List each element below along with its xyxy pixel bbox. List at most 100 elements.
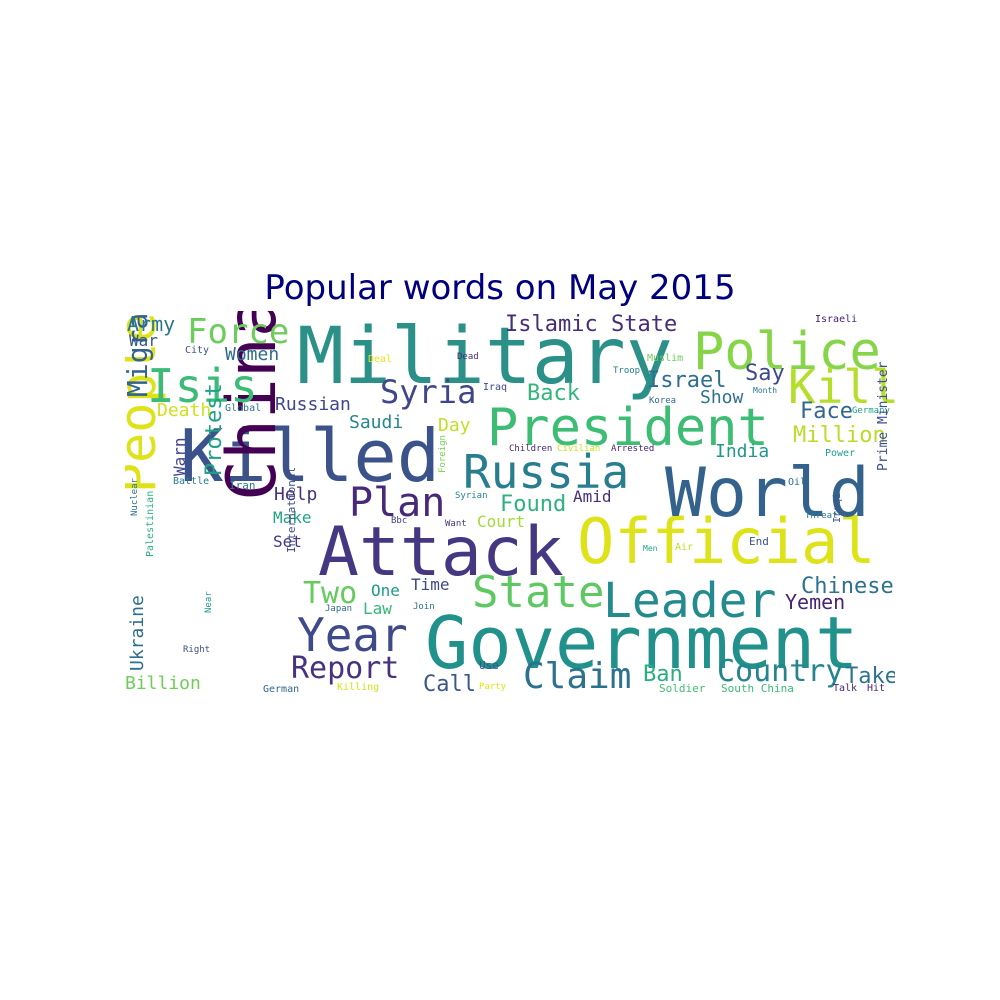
word-face: Face <box>800 399 853 424</box>
word-killed: Killed <box>180 414 440 498</box>
word-near: Near <box>204 591 214 613</box>
word-claim: Claim <box>523 656 631 696</box>
word-german: German <box>263 684 299 695</box>
word-back: Back <box>527 381 580 406</box>
word-government: Government <box>425 601 858 685</box>
word-israeli: Israeli <box>815 314 857 325</box>
word-nuclear: Nuclear <box>130 477 140 516</box>
word-found: Found <box>500 492 566 517</box>
word-party: Party <box>479 682 507 692</box>
word-plan: Plan <box>349 480 445 526</box>
word-prime-minister: Prime Minister <box>876 361 891 471</box>
word-country: Country <box>717 654 843 689</box>
word-deal: Deal <box>368 354 392 365</box>
word-police: Police <box>693 322 881 382</box>
word-talk: Talk <box>833 683 857 694</box>
word-islamic-state: Islamic State <box>505 312 677 337</box>
word-take: Take <box>845 664 895 689</box>
word-india: India <box>715 441 769 462</box>
word-cloud: Military Killed Government Attack Official Wo… <box>125 311 895 696</box>
word-dead: Dead <box>457 352 479 362</box>
word-syrian: Syrian <box>455 491 488 501</box>
word-ban: Ban <box>643 662 683 687</box>
word-threat: Threat <box>805 511 838 521</box>
word-court: Court <box>477 512 525 531</box>
word-yemen: Yemen <box>785 590 845 614</box>
word-children: Children <box>509 444 552 454</box>
word-power: Power <box>825 448 855 459</box>
word-make: Make <box>273 508 312 527</box>
word-russia: Russia <box>463 445 629 499</box>
word-protest: Protest <box>202 383 227 476</box>
word-use: Use <box>479 659 499 672</box>
word-military: Military <box>297 312 673 402</box>
word-two: Two <box>303 576 357 611</box>
word-soldier: Soldier <box>659 682 706 695</box>
word-troop: Troop <box>613 366 640 376</box>
word-state: State <box>472 567 604 618</box>
word-migrant: Migrant <box>125 311 154 397</box>
word-death: Death <box>157 400 211 421</box>
word-call: Call <box>423 672 476 696</box>
word-hit: Hit <box>867 683 885 694</box>
word-million: Million <box>793 423 886 448</box>
word-world: World <box>665 454 870 533</box>
word-russian: Russian <box>275 394 351 415</box>
word-day: Day <box>438 415 471 436</box>
word-ukraine: Ukraine <box>127 595 148 671</box>
word-show: Show <box>700 387 744 408</box>
word-war: War <box>129 331 158 350</box>
word-palestinian: Palestinian <box>145 491 156 557</box>
word-foreign: Foreign <box>438 435 448 473</box>
word-army: Army <box>127 312 175 336</box>
word-isis: Isis <box>147 359 258 413</box>
word-people: People <box>125 312 167 493</box>
word-leader: Leader <box>603 573 776 629</box>
word-say: Say <box>745 361 785 386</box>
word-one: One <box>371 581 400 600</box>
word-amid: Amid <box>573 487 612 506</box>
word-women: Women <box>225 344 279 365</box>
word-germany: Germany <box>852 406 891 416</box>
word-civilian: Civilian <box>557 444 600 454</box>
word-set: Set <box>273 532 302 551</box>
word-law: Law <box>363 599 392 618</box>
word-force: Force <box>187 312 289 352</box>
word-time: Time <box>411 575 450 594</box>
word-global: Global <box>225 403 261 414</box>
word-join: Join <box>413 602 435 612</box>
word-president: President <box>487 398 769 458</box>
word-syria: Syria <box>380 373 476 411</box>
word-men: Men <box>643 544 658 553</box>
word-international: International <box>285 467 298 553</box>
word-right: Right <box>183 645 210 655</box>
word-chinese: Chinese <box>801 574 894 599</box>
word-attack: Attack <box>318 513 564 592</box>
word-saudi: Saudi <box>349 412 403 433</box>
word-official: Official <box>577 505 876 578</box>
word-iraq: Iraq <box>483 382 507 393</box>
word-report: Report <box>291 651 399 686</box>
word-iran: Iran <box>229 479 256 492</box>
word-iraqi: Iraqi <box>832 493 843 523</box>
word-year: Year <box>297 608 408 662</box>
word-month: Month <box>753 386 777 395</box>
word-end: End <box>749 535 769 548</box>
word-city: City <box>185 345 209 356</box>
word-battle: Battle <box>173 476 209 487</box>
chart-title: Popular words on May 2015 <box>264 268 736 308</box>
word-want: Want <box>445 519 467 529</box>
word-warn: Warn <box>170 437 189 476</box>
word-kill: Kill <box>788 360 895 414</box>
word-arrested: Arrested <box>611 444 654 454</box>
word-billion: Billion <box>125 673 201 694</box>
word-south-china: South China <box>721 682 794 695</box>
word-killing: Killing <box>337 682 379 693</box>
word-bbc: Bbc <box>391 516 407 526</box>
word-korea: Korea <box>649 396 676 406</box>
word-air: Air <box>675 542 693 553</box>
word-japan: Japan <box>325 604 352 614</box>
word-israel: Israel <box>647 368 726 393</box>
